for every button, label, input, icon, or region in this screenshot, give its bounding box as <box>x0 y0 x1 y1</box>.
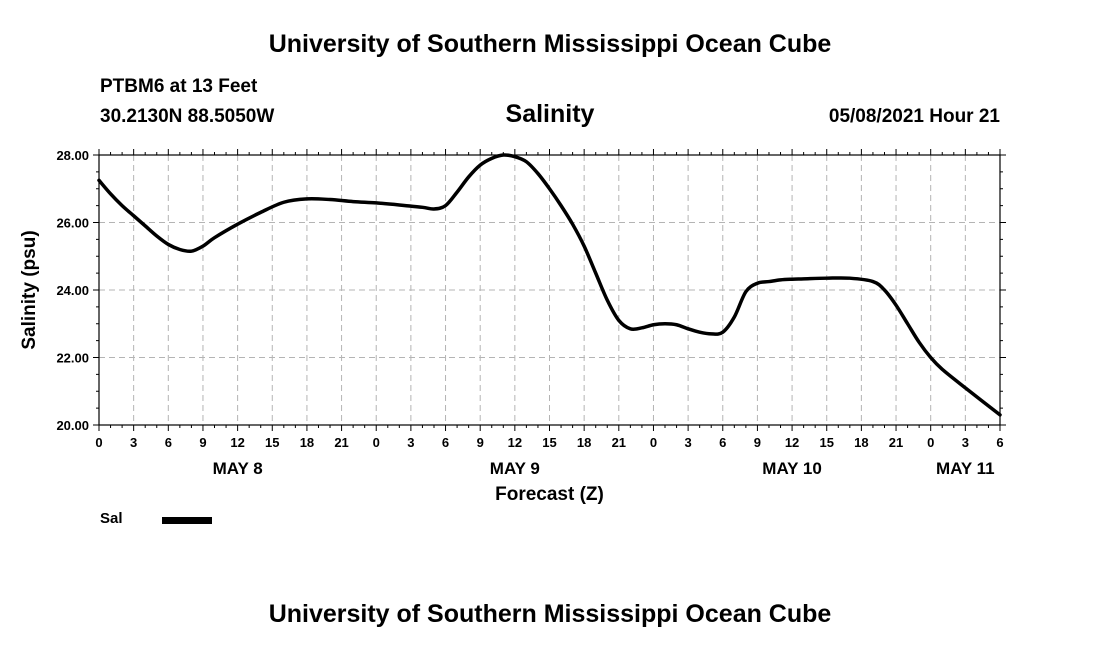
x-tick-label: 15 <box>819 435 833 450</box>
x-tick-label: 12 <box>230 435 244 450</box>
x-tick-label: 6 <box>996 435 1003 450</box>
legend-swatch <box>162 517 212 524</box>
y-tick-label: 20.00 <box>56 418 89 433</box>
day-label: MAY 11 <box>936 459 995 478</box>
y-tick-label: 24.00 <box>56 283 89 298</box>
x-axis-label: Forecast (Z) <box>495 484 604 505</box>
x-tick-label: 6 <box>165 435 172 450</box>
x-tick-label: 18 <box>300 435 314 450</box>
chart-title: University of Southern Mississippi Ocean… <box>268 30 832 58</box>
y-tick-label: 28.00 <box>56 148 89 163</box>
y-tick-label: 26.00 <box>56 216 89 231</box>
x-tick-label: 15 <box>265 435 279 450</box>
x-tick-label: 18 <box>577 435 591 450</box>
x-tick-label: 21 <box>612 435 626 450</box>
x-tick-label: 9 <box>754 435 761 450</box>
parameter-title: Salinity <box>505 100 595 128</box>
x-tick-label: 12 <box>785 435 799 450</box>
x-tick-label: 9 <box>477 435 484 450</box>
x-tick-label: 6 <box>442 435 449 450</box>
x-tick-label: 21 <box>889 435 903 450</box>
x-tick-label: 18 <box>854 435 868 450</box>
x-tick-label: 12 <box>508 435 522 450</box>
x-tick-label: 0 <box>927 435 934 450</box>
x-tick-label: 0 <box>373 435 380 450</box>
day-label: MAY 9 <box>490 459 540 478</box>
x-tick-label: 3 <box>407 435 414 450</box>
x-tick-label: 9 <box>199 435 206 450</box>
day-label: MAY 8 <box>213 459 263 478</box>
y-tick-label: 22.00 <box>56 351 89 366</box>
series-line-sal <box>97 153 1002 417</box>
station-name: PTBM6 at 13 Feet <box>100 76 258 97</box>
forecast-datetime: 05/08/2021 Hour 21 <box>828 106 1000 127</box>
legend-label: Sal <box>100 510 123 527</box>
day-label: MAY 10 <box>762 459 822 478</box>
x-tick-label: 0 <box>95 435 102 450</box>
x-tick-label: 15 <box>542 435 556 450</box>
x-tick-label: 3 <box>684 435 691 450</box>
footer-title: University of Southern Mississippi Ocean… <box>268 600 832 628</box>
x-tick-label: 3 <box>130 435 137 450</box>
x-tick-label: 0 <box>650 435 657 450</box>
y-axis-label: Salinity (psu) <box>19 230 40 349</box>
x-tick-label: 3 <box>962 435 969 450</box>
x-tick-label: 6 <box>719 435 726 450</box>
x-tick-label: 21 <box>334 435 348 450</box>
station-coordinates: 30.2130N 88.5050W <box>100 106 275 127</box>
